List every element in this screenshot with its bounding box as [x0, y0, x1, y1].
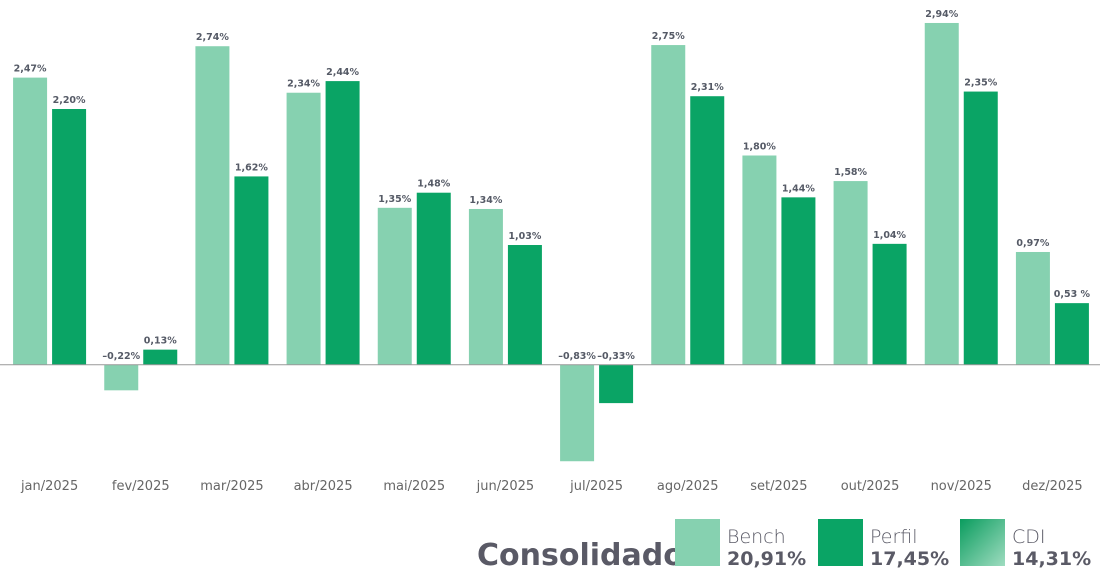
bar	[924, 22, 959, 365]
legend-name: Perfil	[870, 526, 918, 548]
legend-name: Bench	[727, 526, 786, 548]
x-tick-label: jul/2025	[569, 479, 623, 494]
x-tick-label: nov/2025	[931, 479, 992, 494]
x-tick-label: ago/2025	[657, 479, 719, 494]
value-label: 2,31%	[691, 82, 724, 93]
x-tick-label: mar/2025	[200, 479, 263, 494]
bar	[599, 364, 634, 404]
legend-swatch	[818, 519, 863, 566]
value-label: 2,34%	[287, 79, 320, 90]
value-label: 0,97%	[1016, 238, 1049, 249]
value-label: 1,58%	[834, 167, 867, 178]
value-label: 1,44%	[782, 183, 815, 194]
value-label: 2,94%	[925, 9, 958, 20]
bar	[13, 77, 48, 365]
value-label: 2,44%	[326, 67, 359, 78]
bar	[742, 155, 777, 365]
bar	[507, 245, 542, 365]
legend-name: CDI	[1012, 526, 1046, 548]
bar	[651, 45, 686, 365]
bar	[872, 243, 907, 365]
legend-total: 20,91%	[727, 548, 806, 570]
legend-title: Consolidado	[477, 538, 684, 572]
bar	[377, 207, 412, 365]
bar	[325, 81, 360, 365]
legend-swatch	[675, 519, 720, 566]
value-label: 2,35%	[964, 78, 997, 89]
bar	[963, 91, 998, 365]
legend-swatch	[960, 519, 1005, 566]
bar	[1054, 303, 1089, 365]
x-tick-label: abr/2025	[294, 479, 353, 494]
value-label: 2,75%	[652, 31, 685, 42]
bar	[1015, 251, 1050, 365]
value-label: 2,47%	[14, 64, 47, 75]
bar	[195, 46, 230, 365]
value-label: 1,48%	[417, 179, 450, 190]
value-label: 1,80%	[743, 142, 776, 153]
x-tick-label: dez/2025	[1022, 479, 1083, 494]
bar	[781, 197, 816, 365]
legend-total: 14,31%	[1012, 548, 1091, 570]
value-label: 1,04%	[873, 230, 906, 241]
value-label: 1,34%	[469, 195, 502, 206]
x-tick-label: fev/2025	[112, 479, 170, 494]
value-label: 0,53 %	[1054, 289, 1091, 300]
value-label: 0,13%	[144, 336, 177, 347]
x-tick-label: out/2025	[841, 479, 900, 494]
bar	[143, 349, 178, 365]
value-label: –0,83%	[558, 351, 596, 362]
value-label: 2,74%	[196, 32, 229, 43]
bar	[416, 192, 451, 365]
bar	[234, 176, 269, 365]
value-label: 1,35%	[378, 194, 411, 205]
bar	[52, 109, 87, 365]
bar	[833, 181, 868, 365]
value-label: 1,03%	[508, 231, 541, 242]
value-label: –0,33%	[597, 351, 635, 362]
legend-total: 17,45%	[870, 548, 949, 570]
bar	[286, 92, 321, 365]
value-label: 2,20%	[53, 95, 86, 106]
x-tick-label: jan/2025	[20, 479, 78, 494]
value-label: 1,62%	[235, 162, 268, 173]
x-tick-label: mai/2025	[383, 479, 445, 494]
value-label: –0,22%	[102, 351, 140, 362]
bar	[560, 364, 595, 462]
bar	[690, 96, 725, 365]
x-tick-label: set/2025	[750, 479, 807, 494]
x-tick-label: jun/2025	[476, 479, 535, 494]
bar	[104, 364, 139, 391]
bar	[468, 208, 503, 365]
